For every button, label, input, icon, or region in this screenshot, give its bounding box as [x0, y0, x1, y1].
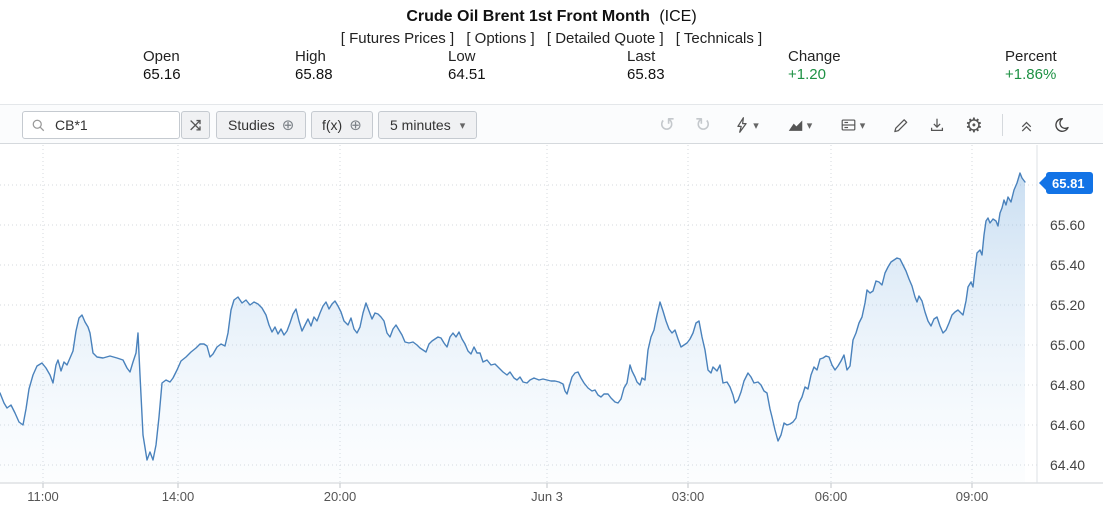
collapse-toolbar-icon	[1021, 121, 1031, 131]
x-axis-label: 09:00	[955, 489, 989, 504]
search-icon	[32, 119, 45, 131]
last-price-badge-value: 65.81	[1052, 175, 1085, 191]
interval-dropdown[interactable]: 5 minutes ▾	[378, 111, 478, 139]
link-options[interactable]: [ Options ]	[466, 30, 535, 47]
caret-down-icon: ▾	[753, 118, 759, 132]
price-line	[0, 172, 1026, 461]
symbol-search-box[interactable]	[22, 111, 180, 139]
dark-mode-moon-icon	[1055, 118, 1069, 132]
stat-percent-value: +1.86%	[1005, 66, 1057, 83]
stat-percent-label: Percent	[1005, 48, 1057, 65]
layout-dropdown[interactable]: ▾	[834, 113, 870, 137]
stat-last-label: Last	[627, 48, 656, 65]
stat-last: Last 65.83	[627, 49, 665, 83]
circle-plus-icon: ⊕	[281, 115, 295, 134]
settings-button[interactable]: ⚙	[963, 113, 985, 137]
symbol-search-input[interactable]	[53, 116, 169, 134]
studies-button[interactable]: Studies ⊕	[216, 111, 307, 139]
instrument-title: Crude Oil Brent 1st Front Month	[406, 8, 650, 25]
y-axis-label: 64.80	[1050, 377, 1086, 393]
stat-open-value: 65.16	[143, 66, 181, 83]
settings-gear-icon: ⚙	[965, 113, 983, 137]
stat-high-value: 65.88	[295, 66, 333, 83]
y-axis-label: 65.40	[1050, 257, 1086, 273]
layout-panels-icon	[841, 119, 856, 131]
draw-pencil-icon	[894, 119, 908, 133]
stat-high-label: High	[295, 48, 326, 65]
quick-links: [ Futures Prices ] [ Options ] [ Detaile…	[0, 30, 1103, 47]
stat-change: Change +1.20	[788, 49, 841, 83]
y-axis-label: 65.00	[1050, 337, 1086, 353]
caret-down-icon: ▾	[806, 118, 813, 132]
compare-arrows-icon	[189, 119, 201, 131]
draw-tools-button[interactable]	[890, 113, 912, 137]
redo-icon: ↻	[695, 113, 711, 136]
page-title: Crude Oil Brent 1st Front Month (ICE)	[0, 8, 1103, 26]
download-button[interactable]	[926, 113, 948, 137]
stat-open-label: Open	[143, 48, 180, 65]
toolbar-divider	[1002, 114, 1003, 136]
y-axis-label: 65.20	[1050, 297, 1086, 313]
stat-change-value: +1.20	[788, 66, 826, 83]
collapse-toolbar-button[interactable]	[1015, 113, 1037, 137]
compare-symbol-button[interactable]	[181, 111, 210, 139]
stat-open: Open 65.16	[143, 49, 181, 83]
events-lightning-icon	[737, 117, 747, 133]
x-axis-label: 03:00	[671, 489, 705, 504]
circle-plus-icon: ⊕	[349, 115, 362, 134]
events-dropdown[interactable]: ▾	[728, 113, 764, 137]
x-axis-label: 20:00	[323, 489, 357, 504]
download-icon	[930, 118, 944, 132]
x-axis-label: 06:00	[814, 489, 848, 504]
last-price-badge: 65.81	[1046, 172, 1093, 194]
redo-button[interactable]: ↻	[692, 113, 714, 137]
x-axis-label: Jun 3	[531, 489, 563, 504]
stat-low: Low 64.51	[448, 49, 486, 83]
stat-change-label: Change	[788, 48, 841, 65]
y-axis-label: 64.60	[1050, 417, 1086, 433]
interval-dropdown-label: 5 minutes	[390, 117, 451, 133]
stat-percent: Percent +1.86%	[1005, 49, 1057, 83]
studies-button-label: Studies	[228, 117, 275, 133]
stat-high: High 65.88	[295, 49, 333, 83]
fx-button-label: f(x)	[322, 117, 343, 133]
link-futures-prices[interactable]: [ Futures Prices ]	[340, 30, 455, 47]
x-axis-label: 11:00	[27, 489, 59, 504]
y-axis-label: 65.60	[1050, 217, 1086, 233]
x-axis-label: 14:00	[161, 489, 195, 504]
undo-button[interactable]: ↺	[656, 113, 678, 137]
caret-down-icon: ▾	[459, 118, 466, 132]
y-axis-label: 64.40	[1050, 457, 1086, 473]
stat-last-value: 65.83	[627, 66, 665, 83]
link-detailed-quote[interactable]: [ Detailed Quote ]	[546, 30, 664, 47]
stat-low-label: Low	[448, 48, 476, 65]
price-area	[0, 173, 1025, 482]
stat-low-value: 64.51	[448, 66, 486, 83]
link-technicals[interactable]: [ Technicals ]	[675, 30, 763, 47]
caret-down-icon: ▾	[859, 118, 866, 132]
dark-mode-button[interactable]	[1050, 113, 1072, 137]
chart-type-dropdown[interactable]: ▾	[781, 113, 817, 137]
exchange-suffix: (ICE)	[659, 8, 697, 25]
undo-icon: ↺	[659, 113, 675, 136]
fx-expressions-button[interactable]: f(x) ⊕	[311, 111, 373, 139]
chart-toolbar: Studies ⊕ f(x) ⊕ 5 minutes ▾ ↺ ↻ ▾ ▾	[0, 104, 1103, 144]
chart-type-area-icon	[788, 120, 802, 131]
